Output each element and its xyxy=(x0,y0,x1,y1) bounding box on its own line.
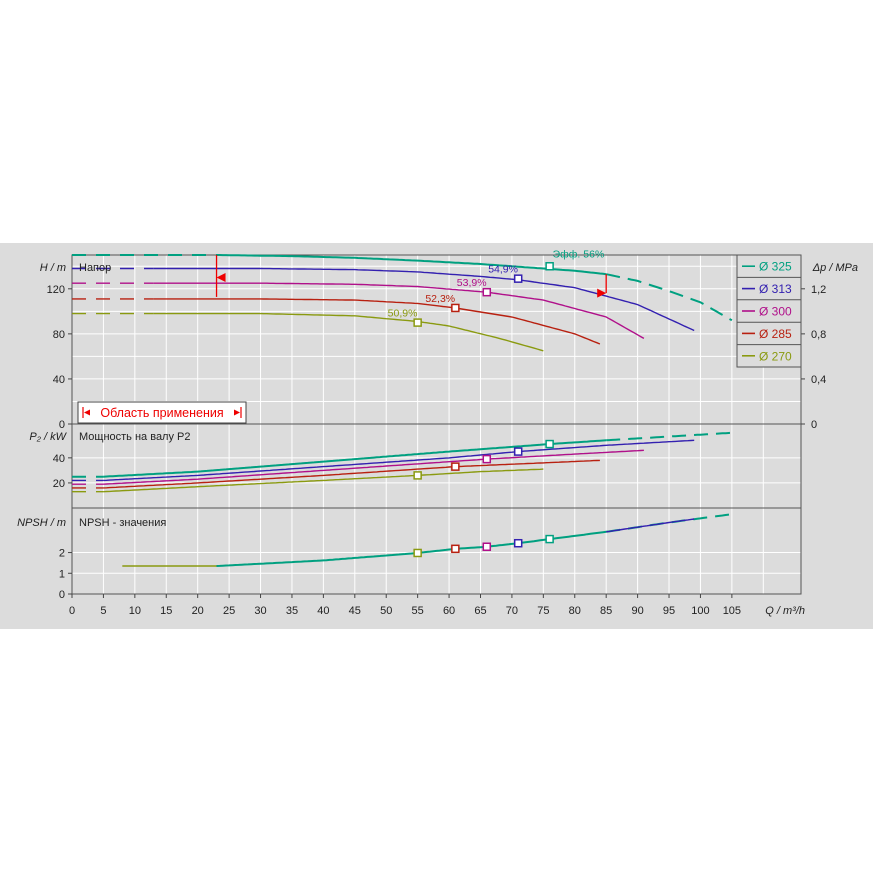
range-label-box xyxy=(77,401,247,424)
npsh-marker xyxy=(513,538,523,548)
y-tick-label: 2 xyxy=(59,548,65,560)
x-tick-label: 100 xyxy=(691,605,709,617)
y-tick-label: 0 xyxy=(59,589,65,601)
efficiency-marker xyxy=(513,274,523,283)
npsh-marker xyxy=(413,548,422,558)
power-curve-1 xyxy=(103,439,607,478)
legend-label: Ø 285 xyxy=(759,327,792,341)
x-tick-label: 80 xyxy=(569,605,581,617)
power-marker xyxy=(482,454,492,464)
y-tick-label: 0 xyxy=(59,419,65,431)
efficiency-label: 53,9% xyxy=(457,277,487,289)
pump-curve-chart: 0 40 80 120 20 40 0 1 2 0 0,4 0,8 1,2 0 5 10 15 20 25 30 35 4… xyxy=(0,243,873,629)
series-curves xyxy=(72,254,733,567)
npsh-curve-2 xyxy=(216,530,607,567)
y-tick-label-right: 0,4 xyxy=(811,374,826,386)
head-curve-1-dashed-end xyxy=(606,273,733,322)
efficiency-label: 52,3% xyxy=(425,293,455,305)
efficiency-label: 50,9% xyxy=(388,308,418,320)
x-tick-label: 0 xyxy=(69,605,75,617)
npsh-curve-3 xyxy=(606,518,695,533)
y-tick-label: 80 xyxy=(53,329,65,341)
power-marker xyxy=(513,447,523,456)
panel-frames xyxy=(68,254,805,598)
x-tick-label: 15 xyxy=(160,605,172,617)
y-tick-label-right: 0 xyxy=(811,419,817,431)
x-tick-label: 40 xyxy=(317,605,329,617)
x-tick-label: 45 xyxy=(349,605,361,617)
range-label-text: Область применения xyxy=(100,406,223,420)
x-tick-label: 105 xyxy=(723,605,741,617)
head-curve-5 xyxy=(153,312,544,352)
x-tick-label: 35 xyxy=(286,605,298,617)
max-flow-arrow xyxy=(597,288,607,298)
power-marker xyxy=(413,471,422,480)
npsh-marker xyxy=(545,534,554,544)
efficiency-label: Эфф. 56% xyxy=(553,248,605,260)
y-tick-label: 40 xyxy=(53,374,65,386)
x-tick-label: 70 xyxy=(506,605,518,617)
power-curve-4 xyxy=(103,459,600,489)
power-marker xyxy=(545,439,554,449)
efficiency-marker xyxy=(545,262,554,271)
panel-title-power: Мощность на валу P2 xyxy=(79,431,191,443)
power-curve-5 xyxy=(103,468,544,493)
x-tick-label: 90 xyxy=(631,605,643,617)
y-tick-label: 20 xyxy=(53,478,65,490)
legend: Ø 325 Ø 313 Ø 300 Ø 285 Ø 270 xyxy=(736,254,802,368)
min-flow-arrow xyxy=(216,273,226,283)
head-curve-3 xyxy=(153,282,645,340)
x-tick-label: 50 xyxy=(380,605,392,617)
y-axis-label-power: P₂ / kW xyxy=(29,431,67,443)
efficiency-marker xyxy=(482,287,492,297)
npsh-marker xyxy=(482,542,492,552)
y-tick-label-right: 1,2 xyxy=(811,284,826,296)
x-tick-label: 75 xyxy=(537,605,549,617)
x-tick-label: 30 xyxy=(254,605,266,617)
y-tick-label: 120 xyxy=(47,284,65,296)
range-label-arrow-left xyxy=(84,409,90,416)
y-tick-label: 40 xyxy=(53,453,65,465)
x-tick-label: 95 xyxy=(663,605,675,617)
legend-label: Ø 325 xyxy=(759,260,792,274)
y-tick-label: 1 xyxy=(59,568,65,580)
power-curve-2 xyxy=(103,439,695,482)
y-tick-label-right: 0,8 xyxy=(811,329,826,341)
legend-label: Ø 300 xyxy=(759,305,792,319)
efficiency-markers xyxy=(77,255,607,558)
efficiency-label: 54,9% xyxy=(488,264,518,276)
x-tick-label: 65 xyxy=(474,605,486,617)
efficiency-marker xyxy=(451,303,460,313)
panel-title-npsh: NPSH - значения xyxy=(79,517,166,529)
panel-title-head: Напор xyxy=(79,262,111,274)
power-curve-3 xyxy=(103,449,644,485)
x-axis-label: Q / m³/h xyxy=(765,605,805,617)
head-curve-4 xyxy=(153,298,601,345)
y-axis-label-npsh: NPSH / m xyxy=(17,517,66,529)
range-label-arrow-right xyxy=(234,409,240,416)
npsh-marker xyxy=(451,544,460,554)
head-curve-2 xyxy=(153,267,695,332)
x-tick-label: 60 xyxy=(443,605,455,617)
power-marker xyxy=(451,462,460,471)
x-tick-label: 10 xyxy=(129,605,141,617)
y-axis-label-right: Δp / MPa xyxy=(812,262,858,274)
legend-label: Ø 313 xyxy=(759,282,792,296)
legend-label: Ø 270 xyxy=(759,349,792,363)
x-tick-label: 25 xyxy=(223,605,235,617)
head-curve-1 xyxy=(216,254,607,276)
x-tick-label: 55 xyxy=(412,605,424,617)
x-tick-label: 20 xyxy=(192,605,204,617)
x-tick-label: 85 xyxy=(600,605,612,617)
x-tick-label: 5 xyxy=(100,605,106,617)
y-axis-label-head: H / m xyxy=(40,262,66,274)
efficiency-marker xyxy=(413,318,422,327)
